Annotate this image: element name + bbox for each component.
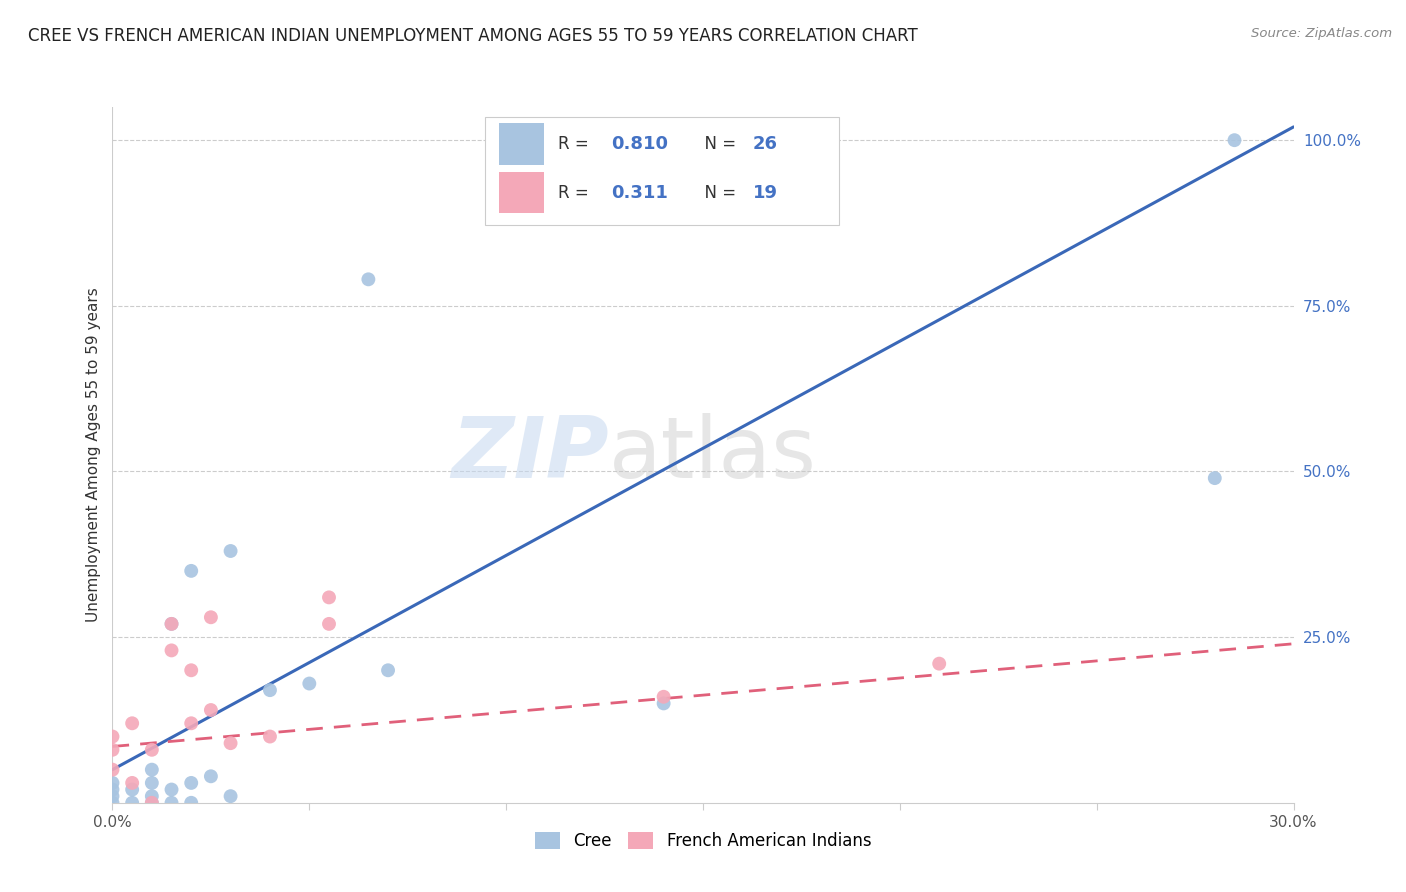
Point: [141, 789, 163, 804]
Point: [141, 776, 163, 790]
Text: atlas: atlas: [609, 413, 817, 497]
Y-axis label: Unemployment Among Ages 55 to 59 years: Unemployment Among Ages 55 to 59 years: [86, 287, 101, 623]
FancyBboxPatch shape: [499, 172, 544, 213]
Text: N =: N =: [693, 135, 741, 153]
Point: [377, 663, 399, 677]
Point: [160, 796, 183, 810]
Point: [160, 616, 183, 631]
Point: [318, 591, 340, 605]
Point: [200, 703, 222, 717]
Point: [219, 736, 242, 750]
Point: [652, 690, 675, 704]
Text: 0.311: 0.311: [610, 184, 668, 202]
Text: CREE VS FRENCH AMERICAN INDIAN UNEMPLOYMENT AMONG AGES 55 TO 59 YEARS CORRELATIO: CREE VS FRENCH AMERICAN INDIAN UNEMPLOYM…: [28, 27, 918, 45]
Point: [101, 763, 124, 777]
Point: [141, 796, 163, 810]
Point: [200, 610, 222, 624]
Point: [200, 769, 222, 783]
Point: [180, 796, 202, 810]
Point: [1204, 471, 1226, 485]
Point: [101, 743, 124, 757]
Point: [101, 730, 124, 744]
Point: [101, 782, 124, 797]
Point: [298, 676, 321, 690]
Text: R =: R =: [558, 135, 593, 153]
Point: [357, 272, 380, 286]
Point: [180, 663, 202, 677]
Point: [259, 683, 281, 698]
Point: [318, 616, 340, 631]
Point: [160, 643, 183, 657]
Point: [101, 796, 124, 810]
Point: [259, 730, 281, 744]
Legend: Cree, French American Indians: Cree, French American Indians: [529, 826, 877, 857]
Point: [180, 564, 202, 578]
Text: ZIP: ZIP: [451, 413, 609, 497]
Point: [121, 716, 143, 731]
Text: R =: R =: [558, 184, 599, 202]
Point: [160, 616, 183, 631]
Point: [652, 697, 675, 711]
Point: [1223, 133, 1246, 147]
Point: [101, 789, 124, 804]
Point: [219, 789, 242, 804]
Text: N =: N =: [693, 184, 741, 202]
Point: [141, 743, 163, 757]
Point: [180, 776, 202, 790]
FancyBboxPatch shape: [499, 123, 544, 165]
Point: [121, 796, 143, 810]
Text: 19: 19: [752, 184, 778, 202]
Point: [219, 544, 242, 558]
Point: [180, 716, 202, 731]
Point: [141, 796, 163, 810]
Text: Source: ZipAtlas.com: Source: ZipAtlas.com: [1251, 27, 1392, 40]
Point: [141, 763, 163, 777]
FancyBboxPatch shape: [485, 118, 839, 226]
Text: 0.810: 0.810: [610, 135, 668, 153]
Point: [121, 776, 143, 790]
Text: 26: 26: [752, 135, 778, 153]
Point: [928, 657, 950, 671]
Point: [121, 782, 143, 797]
Point: [160, 782, 183, 797]
Point: [101, 776, 124, 790]
